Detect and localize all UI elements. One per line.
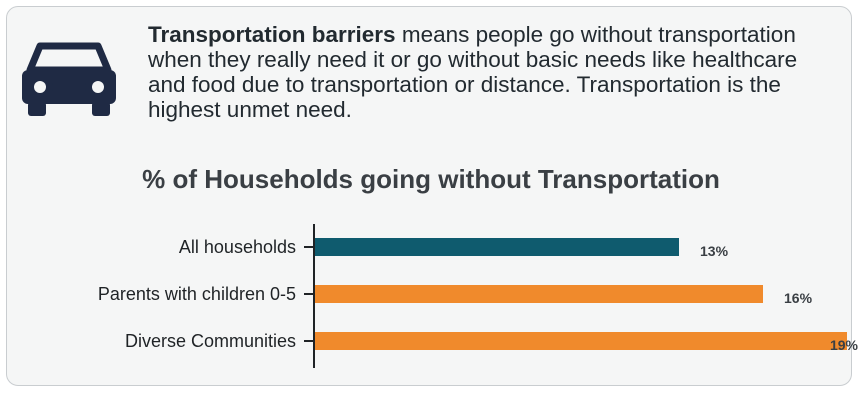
infographic-card: [6, 6, 852, 386]
category-label: Parents with children 0-5: [98, 284, 296, 304]
intro-body: means people go without transportation w…: [148, 22, 798, 122]
bar: [315, 332, 847, 350]
value-label: 16%: [784, 290, 813, 306]
car-icon: [22, 42, 116, 116]
bar: [315, 238, 679, 256]
value-label: 19%: [830, 337, 859, 353]
intro-lead: Transportation barriers: [148, 22, 396, 47]
category-label: All households: [179, 237, 296, 257]
bar: [315, 285, 763, 303]
value-label: 13%: [700, 243, 729, 259]
category-label: Diverse Communities: [125, 331, 296, 351]
chart-title: % of Households going without Transporta…: [142, 164, 720, 194]
intro-text: Transportation barriers means people go …: [148, 22, 838, 122]
